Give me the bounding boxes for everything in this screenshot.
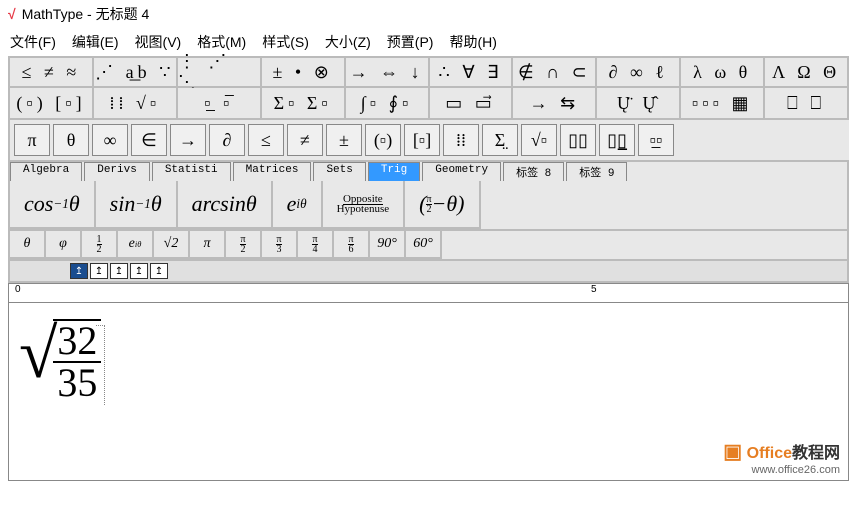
trig-value-button[interactable]: 12 bbox=[82, 231, 118, 259]
palette-button[interactable]: ⎕ ⎕ bbox=[765, 88, 849, 120]
palette-button[interactable]: ∫▫ ∮▫ bbox=[346, 88, 430, 120]
palette-button[interactable]: → bbox=[170, 124, 206, 156]
palette-button[interactable]: ⋮ ⋰ ⋱ bbox=[178, 58, 262, 88]
symbol-palette-row-1: ≤ ≠ ≈⋰ a͟b ∵⋮ ⋰ ⋱± • ⊗→ ⇔ ↓∴ ∀ ∃∉ ∩ ⊂∂ ∞… bbox=[8, 56, 849, 88]
palette-button[interactable]: [▫] bbox=[404, 124, 440, 156]
palette-button[interactable]: ∉ ∩ ⊂ bbox=[513, 58, 597, 88]
menu-item[interactable]: 帮助(H) bbox=[449, 32, 496, 52]
trig-template-button[interactable]: arcsinθ bbox=[178, 181, 273, 229]
window-title: MathType - 无标题 4 bbox=[22, 4, 150, 24]
trig-template-button[interactable]: (π2 − θ) bbox=[405, 181, 480, 229]
size-tag-button[interactable]: ↥ bbox=[70, 263, 88, 279]
menu-item[interactable]: 样式(S) bbox=[262, 32, 309, 52]
horizontal-ruler: 05 bbox=[8, 283, 849, 303]
edit-cursor-icon bbox=[96, 325, 105, 405]
tab-标签 9[interactable]: 标签 9 bbox=[566, 162, 627, 181]
trig-value-button[interactable]: 60° bbox=[406, 231, 442, 259]
palette-button[interactable]: ▫̲▫ bbox=[638, 124, 674, 156]
trig-value-button[interactable]: √2 bbox=[154, 231, 190, 259]
palette-button[interactable]: ▫▫▫ ▦ bbox=[681, 88, 765, 120]
tab-statisti[interactable]: Statisti bbox=[152, 162, 231, 181]
ruler-mark: 0 bbox=[13, 284, 21, 295]
palette-button[interactable]: ▭ ▭⃗ bbox=[430, 88, 514, 120]
tab-matrices[interactable]: Matrices bbox=[233, 162, 312, 181]
trig-value-button[interactable]: π4 bbox=[298, 231, 334, 259]
size-tag-button[interactable]: ↥ bbox=[150, 263, 168, 279]
tab-geometry[interactable]: Geometry bbox=[422, 162, 501, 181]
palette-button[interactable]: ± bbox=[326, 124, 362, 156]
radical-icon: √ bbox=[19, 325, 57, 385]
palette-button[interactable]: ∈ bbox=[131, 124, 167, 156]
palette-button[interactable]: π bbox=[14, 124, 50, 156]
trig-value-button[interactable]: π6 bbox=[334, 231, 370, 259]
menu-item[interactable]: 大小(Z) bbox=[325, 32, 371, 52]
trig-value-button[interactable]: π bbox=[190, 231, 226, 259]
category-tabs: AlgebraDerivsStatistiMatricesSetsTrigGeo… bbox=[8, 162, 849, 181]
palette-button[interactable]: Ų̈ Ų̂ bbox=[597, 88, 681, 120]
app-logo-icon: √ bbox=[8, 6, 16, 22]
menu-item[interactable]: 视图(V) bbox=[135, 32, 182, 52]
equation-canvas[interactable]: √ 32 35 ▣ Office教程网 www.office26.com bbox=[8, 303, 849, 481]
symbol-palette-row-3: πθ∞∈→∂≤≠±(▫)[▫]⁞⁞Σ̤√▫▯▯▯▯̲▫̲▫ bbox=[8, 120, 849, 162]
palette-button[interactable]: ∂ bbox=[209, 124, 245, 156]
palette-button[interactable]: ⁞⁞ bbox=[443, 124, 479, 156]
tab-sets[interactable]: Sets bbox=[313, 162, 365, 181]
tab-derivs[interactable]: Derivs bbox=[84, 162, 150, 181]
palette-button[interactable]: Σ̤ bbox=[482, 124, 518, 156]
palette-button[interactable]: ± • ⊗ bbox=[262, 58, 346, 88]
palette-button[interactable]: ⋰ a͟b ∵ bbox=[94, 58, 178, 88]
watermark-logo-icon: ▣ bbox=[723, 441, 742, 463]
menu-item[interactable]: 预置(P) bbox=[387, 32, 434, 52]
size-tag-button[interactable]: ↥ bbox=[110, 263, 128, 279]
size-tag-button[interactable]: ↥ bbox=[90, 263, 108, 279]
trig-value-button[interactable]: 90° bbox=[370, 231, 406, 259]
palette-button[interactable]: λ ω θ bbox=[681, 58, 765, 88]
palette-button[interactable]: ≤ bbox=[248, 124, 284, 156]
menu-item[interactable]: 文件(F) bbox=[10, 32, 56, 52]
palette-button[interactable]: √▫ bbox=[521, 124, 557, 156]
trig-value-button[interactable]: eiθ bbox=[118, 231, 154, 259]
trig-value-button[interactable]: φ bbox=[46, 231, 82, 259]
trig-template-button[interactable]: sin−1θ bbox=[96, 181, 178, 229]
menu-item[interactable]: 格式(M) bbox=[197, 32, 246, 52]
palette-button[interactable]: (▫) [▫] bbox=[10, 88, 94, 120]
equation-sqrt-fraction: √ 32 35 bbox=[19, 313, 838, 397]
size-tag-button[interactable]: ↥ bbox=[130, 263, 148, 279]
size-tag-bar: ↥↥↥↥↥ bbox=[8, 261, 849, 283]
trig-template-button[interactable]: OppositeHypotenuse bbox=[323, 181, 406, 229]
fraction-denominator[interactable]: 35 bbox=[53, 363, 101, 403]
trig-template-button[interactable]: cos−1θ bbox=[10, 181, 96, 229]
palette-button[interactable]: ≠ bbox=[287, 124, 323, 156]
ruler-mark: 5 bbox=[589, 284, 597, 295]
title-bar: √ MathType - 无标题 4 bbox=[0, 0, 857, 28]
palette-button[interactable]: ∞ bbox=[92, 124, 128, 156]
palette-button[interactable]: ≤ ≠ ≈ bbox=[10, 58, 94, 88]
symbol-palette-row-2: (▫) [▫]⁞⁞ √▫▫̲ ▫̅Σ▫ Σ▫∫▫ ∮▫▭ ▭⃗→ ⇆Ų̈ Ų̂▫… bbox=[8, 88, 849, 120]
fraction-numerator[interactable]: 32 bbox=[53, 321, 101, 363]
palette-button[interactable]: ▯▯ bbox=[560, 124, 596, 156]
trig-large-buttons: cos−1θsin−1θarcsinθeiθOppositeHypotenuse… bbox=[8, 181, 849, 231]
palette-button[interactable]: ∂ ∞ ℓ bbox=[597, 58, 681, 88]
trig-template-button[interactable]: eiθ bbox=[273, 181, 323, 229]
palette-button[interactable]: ⁞⁞ √▫ bbox=[94, 88, 178, 120]
palette-button[interactable]: ▯▯̲ bbox=[599, 124, 635, 156]
watermark: ▣ Office教程网 www.office26.com bbox=[723, 439, 840, 476]
menu-item[interactable]: 编辑(E) bbox=[72, 32, 119, 52]
palette-button[interactable]: (▫) bbox=[365, 124, 401, 156]
tab-trig[interactable]: Trig bbox=[368, 162, 420, 181]
tab-标签 8[interactable]: 标签 8 bbox=[503, 162, 564, 181]
trig-value-button[interactable]: θ bbox=[10, 231, 46, 259]
palette-button[interactable]: ∴ ∀ ∃ bbox=[430, 58, 514, 88]
menu-bar: 文件(F) 编辑(E) 视图(V) 格式(M) 样式(S) 大小(Z) 预置(P) 帮助(H) bbox=[0, 28, 857, 56]
trig-value-button[interactable]: π3 bbox=[262, 231, 298, 259]
trig-value-button[interactable]: π2 bbox=[226, 231, 262, 259]
palette-button[interactable]: θ bbox=[53, 124, 89, 156]
trig-small-buttons: θφ12eiθ√2ππ2π3π4π690°60° bbox=[8, 231, 849, 261]
palette-button[interactable]: Λ Ω Θ bbox=[765, 58, 849, 88]
palette-button[interactable]: Σ▫ Σ▫ bbox=[262, 88, 346, 120]
palette-button[interactable]: → ⇔ ↓ bbox=[346, 58, 430, 88]
palette-button[interactable]: → ⇆ bbox=[513, 88, 597, 120]
tab-algebra[interactable]: Algebra bbox=[10, 162, 82, 181]
palette-button[interactable]: ▫̲ ▫̅ bbox=[178, 88, 262, 120]
